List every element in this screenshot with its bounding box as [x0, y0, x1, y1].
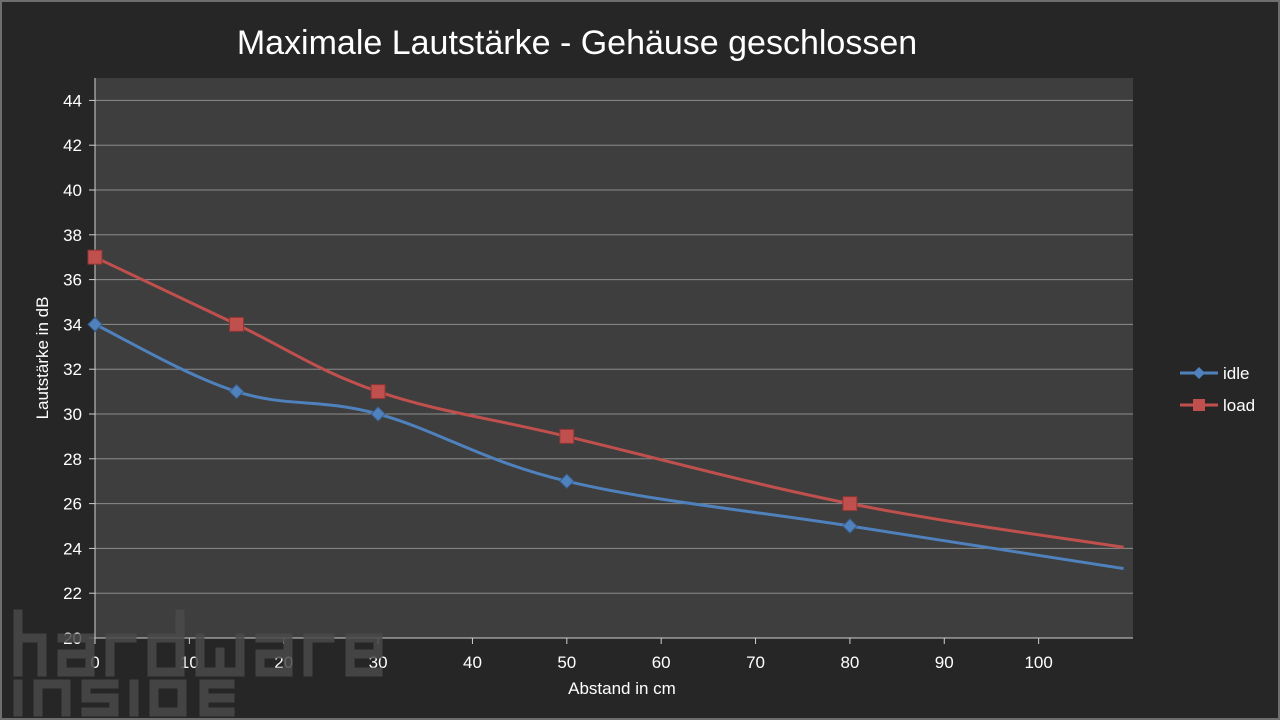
x-tick-label: 50	[557, 653, 576, 672]
hardware-inside-logo: hardware inside	[13, 609, 383, 717]
x-tick-label: 60	[652, 653, 671, 672]
x-tick-label: 10	[180, 653, 199, 672]
x-tick-label: 0	[90, 653, 99, 672]
y-tick-label: 36	[63, 271, 82, 290]
y-tick-label: 22	[63, 584, 82, 603]
point-idle	[559, 473, 575, 489]
series-markers	[87, 249, 858, 534]
y-tick-label: 42	[63, 136, 82, 155]
y-tick-label: 32	[63, 360, 82, 379]
legend-label-idle: idle	[1223, 364, 1249, 383]
y-tick-label: 24	[63, 539, 82, 558]
point-load	[229, 316, 245, 332]
y-tick-label: 34	[63, 315, 82, 334]
y-tick-label: 26	[63, 495, 82, 514]
y-tick-label: 40	[63, 181, 82, 200]
y-axis-label: Lautstärke in dB	[33, 297, 52, 420]
y-tick-label: 38	[63, 226, 82, 245]
x-tick-label: 90	[935, 653, 954, 672]
point-idle	[228, 383, 245, 400]
plot-area	[95, 78, 1133, 638]
x-axis-label: Abstand in cm	[568, 679, 676, 698]
y-tick-label: 44	[63, 91, 82, 110]
point-load	[559, 428, 575, 444]
legend-marker-idle	[1193, 367, 1205, 379]
legend: idle load	[1180, 364, 1255, 415]
point-idle	[87, 316, 103, 333]
y-tick-label: 30	[63, 405, 82, 424]
chart-title: Maximale Lautstärke - Gehäuse geschlosse…	[236, 24, 918, 62]
legend-marker-load	[1193, 399, 1205, 411]
x-tick-label: 80	[840, 653, 859, 672]
x-tick-label: 100	[1024, 653, 1052, 672]
point-idle	[842, 518, 858, 534]
point-idle	[370, 406, 386, 422]
legend-label-load: load	[1223, 396, 1255, 415]
gridlines	[89, 99, 1133, 644]
point-load	[842, 496, 858, 512]
y-tick-label: 28	[63, 450, 82, 469]
point-load	[87, 249, 103, 265]
point-load	[370, 384, 386, 400]
x-tick-label: 70	[746, 653, 765, 672]
x-tick-label: 40	[463, 653, 482, 672]
